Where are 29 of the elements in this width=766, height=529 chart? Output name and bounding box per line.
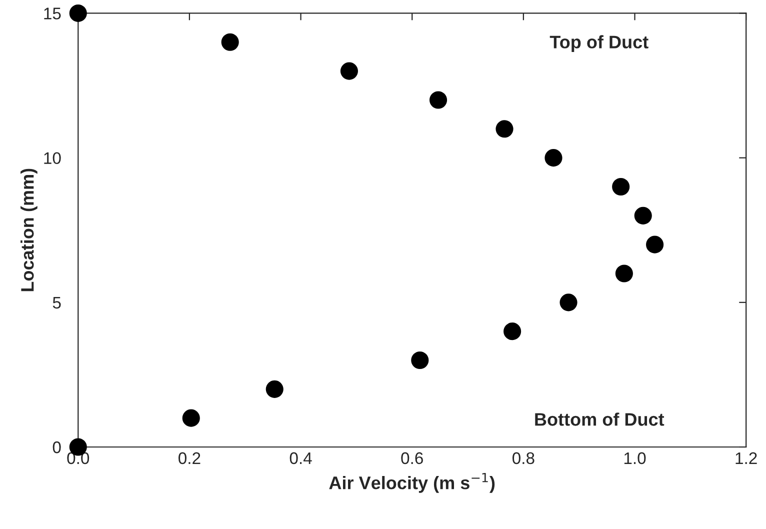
point bbox=[411, 351, 429, 370]
point bbox=[429, 91, 448, 109]
point bbox=[496, 120, 514, 138]
x-tick-label: 0.6 bbox=[401, 452, 423, 464]
point bbox=[612, 178, 630, 196]
point bbox=[646, 236, 664, 254]
point bbox=[266, 380, 284, 398]
annotation: Top of Duct bbox=[550, 35, 648, 52]
x-tick-label: 1.2 bbox=[736, 452, 757, 464]
x-tick-label: 1.0 bbox=[624, 452, 646, 464]
point bbox=[182, 409, 200, 427]
point bbox=[560, 294, 578, 312]
y-tick-label: 10 bbox=[44, 152, 61, 164]
y-tick-label: 5 bbox=[52, 296, 61, 309]
x-axis-title: Air Velocity (m s$^{−1}$) bbox=[329, 472, 495, 493]
x-tick-label: 0.2 bbox=[178, 452, 200, 464]
point bbox=[504, 322, 522, 340]
point bbox=[634, 206, 652, 224]
point bbox=[69, 4, 87, 22]
y-tick-label: 0 bbox=[52, 441, 61, 454]
annotation: Bottom of Duct bbox=[535, 412, 664, 426]
point bbox=[340, 62, 358, 80]
x-tick-label: 0.8 bbox=[512, 452, 534, 464]
x-tick-label: 0.4 bbox=[290, 452, 312, 464]
y-tick-label: 15 bbox=[44, 8, 61, 20]
point bbox=[544, 149, 562, 167]
point bbox=[615, 264, 633, 282]
point bbox=[221, 33, 239, 51]
y-axis-title: Location (mm) bbox=[20, 168, 38, 292]
